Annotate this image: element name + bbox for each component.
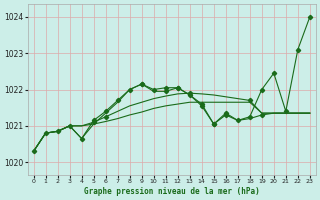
- X-axis label: Graphe pression niveau de la mer (hPa): Graphe pression niveau de la mer (hPa): [84, 187, 260, 196]
